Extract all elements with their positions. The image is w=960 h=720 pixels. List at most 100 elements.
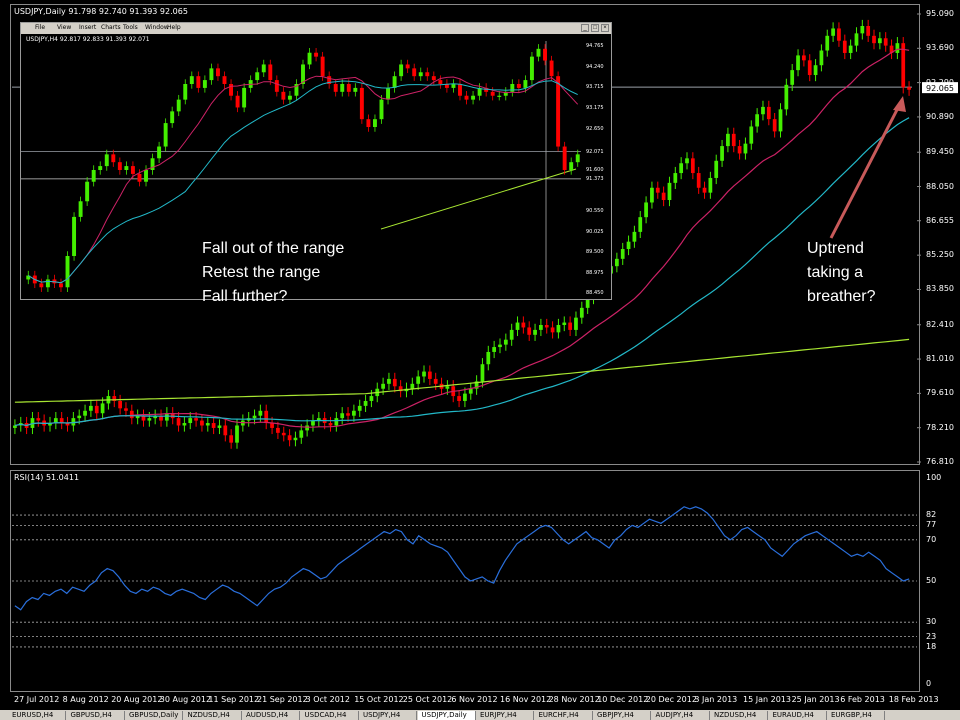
symbol-tab[interactable]: NZDUSD,H4 <box>710 711 768 720</box>
candle-body <box>457 396 461 401</box>
close-icon[interactable]: × <box>601 24 609 32</box>
candle-body <box>755 114 759 127</box>
candle-body <box>305 425 309 431</box>
inset-candle-body <box>72 216 77 256</box>
inset-candle-body <box>477 87 482 96</box>
inset-candle-body <box>346 84 351 92</box>
inset-price-tick: 94.240 <box>586 63 604 70</box>
symbol-tab[interactable]: EURAUD,H4 <box>769 711 827 720</box>
symbol-tab[interactable]: USDJPY,Daily <box>417 711 476 720</box>
ma-slow-line <box>14 338 910 403</box>
time-tick-label: 6 Feb 2013 <box>840 695 885 704</box>
candle-body <box>907 87 911 90</box>
candle-body <box>503 339 508 345</box>
inset-candle-body <box>301 64 305 84</box>
candle-body <box>842 40 847 53</box>
maximize-icon[interactable]: □ <box>591 24 599 32</box>
inset-candle-body <box>562 146 567 170</box>
symbol-tab[interactable]: EURGBP,H4 <box>827 711 885 720</box>
symbol-tab[interactable]: GBPUSD,Daily <box>125 711 183 720</box>
candle-body <box>761 106 765 115</box>
inset-candle-body <box>405 64 410 69</box>
candle-body <box>492 347 497 352</box>
inset-menu-item[interactable]: Help <box>167 24 181 31</box>
price-tick-label: 86.655 <box>926 215 954 225</box>
symbol-tab[interactable]: NZDUSD,H4 <box>184 711 242 720</box>
candle-body <box>679 163 684 174</box>
candle-body <box>877 38 882 44</box>
inset-candle-body <box>386 87 390 100</box>
time-tick-label: 28 Nov 2012 <box>548 695 600 704</box>
candle-body <box>135 415 140 419</box>
candle-body <box>766 106 771 120</box>
symbol-tab[interactable]: USDCAD,H4 <box>301 711 359 720</box>
inset-h4-chart-window[interactable]: File View Insert Charts Tools Window Help _ □ … <box>20 22 612 300</box>
uptrend-annotation: Uptrend taking a breather? <box>807 237 876 309</box>
candle-body <box>264 410 269 424</box>
candle-body <box>422 371 426 377</box>
candle-body <box>585 298 590 308</box>
annotation-line-3: Fall further? <box>202 288 288 305</box>
inset-candle-body <box>307 52 312 65</box>
inset-price-tick: 90.025 <box>586 228 604 235</box>
candle-body <box>574 317 578 330</box>
candle-body <box>685 158 689 164</box>
inset-candle-body <box>464 95 469 100</box>
inset-candle-body <box>327 76 332 84</box>
candle-body <box>118 400 122 409</box>
annotation-line-2: Retest the range <box>202 264 321 281</box>
candle-body <box>398 386 403 392</box>
inset-menu-item[interactable]: Tools <box>123 24 138 31</box>
candle-body <box>468 388 473 394</box>
candle-body <box>252 415 257 419</box>
symbol-tab[interactable]: GBPUSD,H4 <box>67 711 125 720</box>
inset-ma-fast <box>28 75 579 284</box>
candle-body <box>638 217 643 232</box>
candle-body <box>13 425 17 428</box>
inset-candle-body <box>294 84 299 96</box>
candle-body <box>860 26 865 34</box>
minimize-icon[interactable]: _ <box>581 24 589 32</box>
inset-candle-body <box>242 87 247 108</box>
inset-candle-body <box>229 84 234 96</box>
annotation-line-1: Fall out of the range <box>202 240 345 257</box>
price-tick-label: 78.210 <box>926 422 954 432</box>
inset-menu-item[interactable]: File <box>35 24 46 31</box>
candle-body <box>544 325 549 328</box>
inset-candle-body <box>65 256 70 288</box>
inset-candle-body <box>287 95 292 100</box>
inset-chart-svg <box>21 41 581 299</box>
inset-menu-item[interactable]: View <box>57 24 72 31</box>
symbol-tab[interactable]: EURUSD,H4 <box>8 711 66 720</box>
candle-body <box>696 173 701 188</box>
inset-menu-item[interactable]: Window <box>145 24 169 31</box>
inset-candle-body <box>510 84 515 92</box>
inset-price-tick: 93.175 <box>586 105 604 112</box>
time-tick-label: 20 Aug 2012 <box>111 695 163 704</box>
candle-body <box>889 45 894 53</box>
symbol-tab[interactable]: GBPJPY,H4 <box>593 711 651 720</box>
inset-candle-body <box>78 201 83 217</box>
symbol-tab[interactable]: EURJPY,H4 <box>476 711 534 720</box>
symbol-tab[interactable]: AUDJPY,H4 <box>652 711 710 720</box>
inset-menu-item[interactable]: Charts <box>101 24 121 31</box>
inset-candle-body <box>98 166 103 170</box>
candle-body <box>194 418 198 421</box>
candle-body <box>328 423 333 426</box>
inset-candle-body <box>392 76 397 88</box>
candle-body <box>200 420 204 426</box>
symbol-tab[interactable]: EURCHF,H4 <box>535 711 593 720</box>
candle-body <box>392 378 397 387</box>
candle-body <box>673 173 678 183</box>
inset-candle-body <box>425 72 430 77</box>
symbol-tab[interactable]: USDJPY,H4 <box>359 711 417 720</box>
candle-body <box>726 133 730 147</box>
candle-body <box>498 344 502 348</box>
ma-mid-line <box>14 117 910 427</box>
candle-body <box>281 432 286 436</box>
inset-menu-item[interactable]: Insert <box>79 24 97 31</box>
symbol-tab[interactable]: AUDUSD,H4 <box>242 711 300 720</box>
